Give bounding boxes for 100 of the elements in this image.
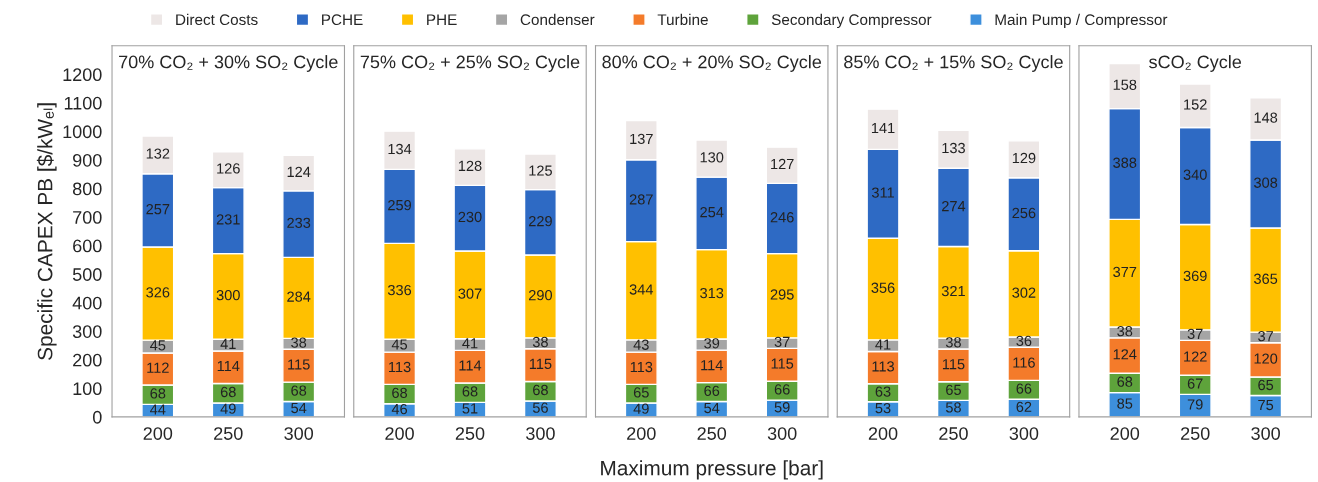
data-label: 38 — [945, 337, 961, 348]
y-tick-label: 1000 — [63, 125, 102, 139]
y-tick-label: 200 — [73, 353, 102, 367]
data-label: 274 — [942, 200, 966, 212]
x-tick-label: 200 — [385, 427, 414, 440]
data-label: 256 — [1012, 207, 1036, 219]
data-label: 113 — [630, 361, 653, 373]
data-label: 38 — [532, 336, 548, 348]
data-label: 38 — [1117, 326, 1133, 337]
data-label: 259 — [388, 199, 412, 211]
data-label: 336 — [387, 284, 412, 296]
data-label: 148 — [1254, 112, 1278, 123]
data-label: 365 — [1254, 273, 1278, 284]
data-label: 65 — [1258, 379, 1274, 391]
data-label: 58 — [945, 402, 961, 413]
data-label: 36 — [1016, 335, 1032, 347]
x-tick-label: 250 — [697, 427, 727, 440]
data-label: 114 — [459, 360, 482, 371]
data-label: 133 — [942, 142, 965, 154]
y-tick-label: 500 — [72, 268, 102, 281]
data-label: 54 — [291, 402, 307, 414]
y-tick-label: 100 — [73, 382, 102, 396]
data-label: 129 — [1012, 152, 1036, 164]
data-label: 75 — [1258, 399, 1274, 411]
data-label: 54 — [704, 402, 720, 414]
data-label: 127 — [771, 158, 794, 170]
data-label: 67 — [1187, 378, 1203, 389]
data-label: 230 — [458, 211, 482, 223]
data-label: 49 — [633, 403, 649, 414]
chart-title: 75% CO₂ + 25% SO₂ Cycle — [360, 55, 580, 72]
x-tick-label: 300 — [1251, 427, 1280, 440]
x-tick-label: 200 — [1110, 427, 1140, 440]
data-label: 41 — [220, 338, 236, 349]
data-label: 307 — [458, 288, 482, 299]
y-tick-label: 400 — [72, 296, 102, 310]
data-label: 122 — [1184, 351, 1207, 362]
data-label: 115 — [288, 359, 310, 370]
chart-title: 80% CO₂ + 20% SO₂ Cycle — [602, 55, 822, 72]
data-label: 49 — [220, 403, 236, 414]
data-label: 63 — [875, 386, 891, 397]
x-axis-title: Maximum pressure [bar] — [601, 460, 823, 480]
y-tick-label: 300 — [72, 325, 102, 338]
legend-label: Main Pump / Compressor — [995, 13, 1168, 29]
data-label: 113 — [389, 361, 411, 373]
data-label: 85 — [1117, 398, 1133, 409]
y-tick-label: 800 — [72, 182, 102, 196]
data-label: 229 — [528, 215, 552, 227]
data-label: 38 — [291, 337, 307, 348]
data-label: 120 — [1254, 353, 1278, 364]
data-label: 59 — [774, 402, 790, 413]
y-tick-label: 900 — [73, 153, 102, 167]
data-label: 124 — [1113, 349, 1137, 360]
data-label: 66 — [704, 385, 720, 397]
chart-title: 70% CO₂ + 30% SO₂ Cycle — [119, 55, 338, 72]
data-label: 37 — [1187, 328, 1203, 340]
data-label: 68 — [392, 387, 408, 399]
x-tick-label: 300 — [284, 427, 314, 440]
data-label: 126 — [217, 163, 240, 174]
data-label: 39 — [704, 338, 720, 349]
legend-label: PHE — [427, 14, 457, 25]
y-tick-label: 700 — [73, 211, 102, 224]
data-label: 356 — [871, 282, 895, 293]
y-tick-label: 1200 — [63, 68, 102, 82]
data-label: 152 — [1184, 99, 1207, 110]
x-tick-label: 300 — [1009, 427, 1039, 440]
data-label: 287 — [629, 194, 653, 205]
x-tick-label: 250 — [214, 427, 243, 440]
data-label: 257 — [146, 203, 170, 215]
data-label: 313 — [700, 287, 724, 299]
data-label: 41 — [875, 339, 891, 350]
data-label: 37 — [774, 336, 790, 348]
x-tick-label: 200 — [868, 427, 898, 440]
data-label: 326 — [146, 287, 170, 298]
data-label: 65 — [946, 384, 961, 396]
data-label: 128 — [458, 160, 482, 172]
x-tick-label: 200 — [627, 427, 656, 440]
data-label: 233 — [287, 217, 311, 228]
chart-title: 85% CO₂ + 15% SO₂ Cycle — [844, 55, 1063, 72]
data-label: 134 — [388, 143, 412, 155]
data-label: 308 — [1254, 177, 1278, 188]
data-label: 53 — [875, 402, 891, 414]
data-label: 254 — [700, 206, 724, 218]
legend-label: Direct Costs — [176, 13, 258, 26]
y-tick-label: 1100 — [64, 96, 102, 110]
data-label: 68 — [462, 386, 478, 397]
data-label: 377 — [1113, 266, 1137, 278]
data-label: 321 — [941, 285, 965, 297]
y-tick-label: 600 — [73, 239, 102, 253]
data-label: 388 — [1113, 157, 1137, 168]
y-tick-label: 0 — [92, 410, 102, 424]
data-label: 302 — [1012, 287, 1036, 298]
legend-label: Turbine — [657, 13, 708, 26]
data-label: 115 — [771, 358, 794, 369]
data-label: 56 — [532, 402, 548, 413]
data-label: 68 — [291, 385, 307, 396]
x-tick-label: 250 — [939, 427, 968, 440]
data-label: 66 — [1016, 383, 1032, 394]
x-tick-label: 200 — [143, 427, 173, 440]
x-tick-label: 250 — [1181, 427, 1210, 440]
data-label: 284 — [287, 291, 311, 302]
